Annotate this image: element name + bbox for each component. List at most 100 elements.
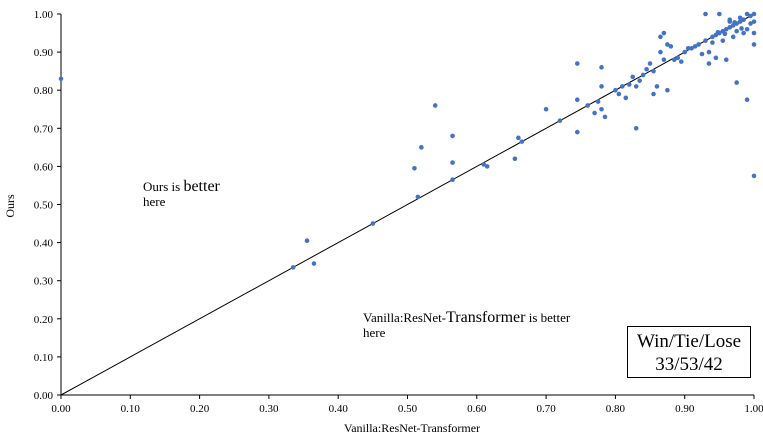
data-point [58,76,64,82]
y-axis-title: Ours [3,194,17,218]
data-point [741,17,746,23]
upper-annotation-prefix: Ours is [143,179,184,194]
lower-region-annotation: Vanilla:ResNet-Transformer is better her… [363,310,571,341]
data-point [633,84,639,89]
data-point [450,160,455,165]
data-point [450,177,455,183]
data-points [58,11,757,270]
data-point [744,97,750,103]
data-point [616,91,622,97]
x-tick-label: 0.40 [329,403,349,415]
data-point [710,40,715,45]
data-point [748,13,753,19]
data-point [723,26,729,32]
data-point [419,145,424,150]
data-point [647,61,653,66]
win-tie-lose-value: 33/53/42 [655,354,723,375]
data-point [519,139,525,144]
data-point [651,68,656,74]
data-point [602,114,608,120]
y-tick-labels: 0.00 0.10 0.20 0.30 0.40 0.50 0.60 0.70 0.80 0.90… [34,9,61,402]
y-tick-label: 0.20 [34,314,54,326]
data-point [613,87,618,93]
data-point [557,118,563,123]
x-tick-label: 0.80 [606,403,626,415]
win-tie-lose-title: Win/Tie/Lose [636,331,742,352]
data-point [717,11,722,17]
diagonal-line-layer [60,13,755,396]
data-point [640,72,646,78]
data-point [599,106,604,112]
x-tick-label: 1.00 [744,403,763,415]
data-point [651,91,656,97]
y-tick-label: 0.40 [34,238,54,250]
data-point [665,42,670,47]
data-point [699,51,705,57]
data-point [723,57,729,63]
data-point [727,19,733,24]
y-tick-label: 0.30 [34,276,54,288]
data-point [737,19,743,24]
data-point [599,65,604,70]
data-point [665,87,670,93]
data-point [710,34,715,40]
x-tick-labels: 0.00 0.10 0.20 0.30 0.40 0.50 0.60 0.70 0.80 0.90… [51,395,763,415]
y-tick-label: 1.00 [34,9,54,21]
data-point [595,99,601,104]
data-point [730,34,736,40]
lower-annotation-suffix: is better [525,310,571,325]
data-point [290,265,296,270]
y-tick-label: 0.70 [34,123,54,135]
data-point [744,26,750,32]
data-point [748,21,753,26]
data-point [304,238,310,243]
data-point [715,29,721,35]
y-tick-label: 0.90 [34,47,54,59]
data-point [682,49,687,55]
x-tick-label: 0.10 [121,403,141,415]
data-point [620,84,625,89]
data-point [654,84,660,89]
data-point [574,97,580,103]
data-point [516,135,521,141]
data-point [585,103,590,108]
data-point [706,49,712,55]
data-point [633,126,639,131]
data-point [703,11,708,17]
data-point [658,34,663,40]
data-point [311,261,317,266]
x-tick-label: 0.60 [467,403,487,415]
data-point [574,129,580,135]
data-point [734,80,739,85]
data-point [751,19,757,24]
data-point [722,31,728,37]
upper-region-annotation: Ours is better here [143,179,220,210]
data-point [484,164,490,169]
lower-annotation-line2: here [363,325,386,340]
y-tick-label: 0.10 [34,352,54,364]
data-point [672,57,677,63]
data-point [412,166,417,171]
data-point [644,66,649,72]
data-point [706,61,712,66]
upper-annotation-line2: here [143,194,166,209]
data-point [732,20,737,25]
data-point [512,156,518,162]
data-point [685,45,691,51]
data-point [689,45,694,51]
data-point [661,57,667,63]
data-point [637,78,642,83]
data-point [737,15,743,21]
data-point [626,82,632,87]
y-tick-label: 0.60 [34,161,54,173]
data-point [481,162,487,167]
data-point [661,30,667,36]
data-point [623,95,629,101]
data-point [727,25,733,30]
data-point [658,49,663,55]
y-tick-label: 0.80 [34,85,54,97]
data-point [592,110,597,116]
data-point [751,30,757,36]
data-point [692,44,698,49]
